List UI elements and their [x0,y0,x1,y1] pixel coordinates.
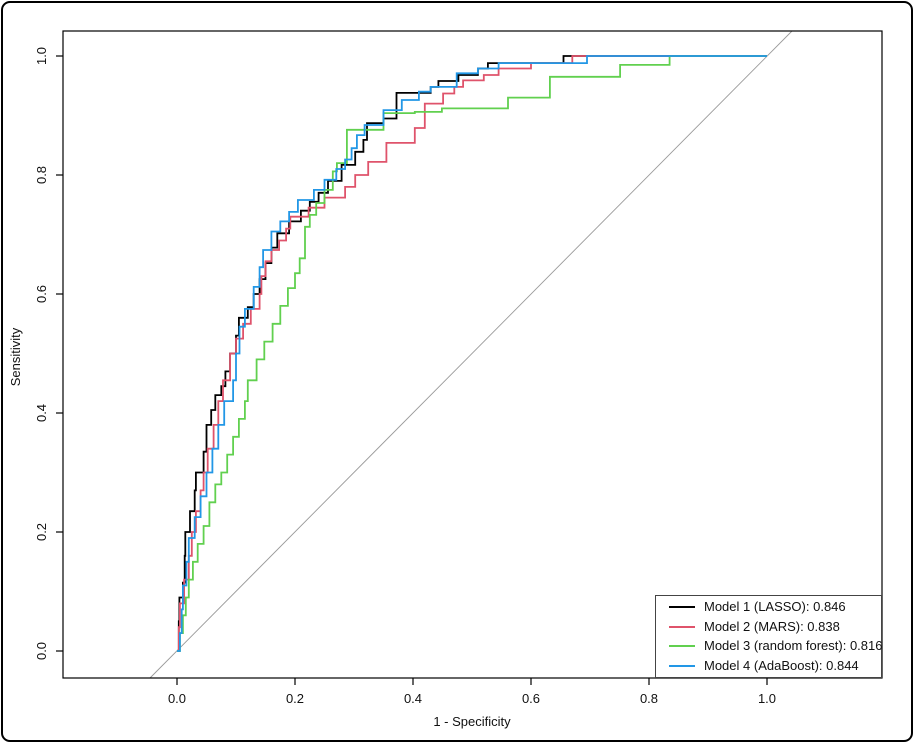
legend-item: Model 2 (MARS): 0.838 [669,618,881,636]
y-tick-label: 0.0 [34,642,49,660]
legend-label: Model 2 (MARS): 0.838 [704,618,840,634]
plot-box-border [62,30,883,679]
y-axis: 0.0 0.2 0.4 0.6 0.8 1.0 [34,47,63,660]
x-tick-label: 0.4 [404,691,422,706]
roc-curve-model-1 [177,55,767,652]
legend-box: Model 1 (LASSO): 0.846 Model 2 (MARS): 0.… [655,595,882,678]
legend-line-swatch [669,605,695,608]
roc-curves [177,55,767,652]
y-tick-label: 0.6 [34,285,49,303]
diagonal-reference-line [149,30,793,679]
legend-item: Model 4 (AdaBoost): 0.844 [669,657,881,675]
roc-curve-model-3 [177,55,767,652]
diagonal-reference-line [149,30,793,679]
y-tick-label: 1.0 [34,47,49,65]
y-axis-title: Sensitivity [8,327,23,386]
x-axis-title: 1 - Specificity [433,714,511,729]
y-tick-label: 0.2 [34,523,49,541]
x-tick-label: 0.2 [286,691,304,706]
legend-line-swatch [669,625,695,628]
x-tick-label: 0.6 [522,691,540,706]
x-tick-label: 1.0 [758,691,776,706]
legend-label: Model 3 (random forest): 0.816 [704,638,883,654]
y-tick-label: 0.4 [34,404,49,422]
legend-line-swatch [669,645,695,648]
x-tick-label: 0.0 [168,691,186,706]
x-tick-label: 0.8 [640,691,658,706]
x-axis: 0.0 0.2 0.4 0.6 0.8 1.0 [168,678,776,706]
legend-label: Model 1 (LASSO): 0.846 [704,598,846,614]
y-tick-label: 0.8 [34,166,49,184]
legend-label: Model 4 (AdaBoost): 0.844 [704,658,859,674]
legend-item: Model 3 (random forest): 0.816 [669,637,883,655]
legend-line-swatch [669,665,695,668]
plot-box [62,30,883,679]
legend-item: Model 1 (LASSO): 0.846 [669,598,881,616]
roc-curve-model-4 [177,55,767,652]
